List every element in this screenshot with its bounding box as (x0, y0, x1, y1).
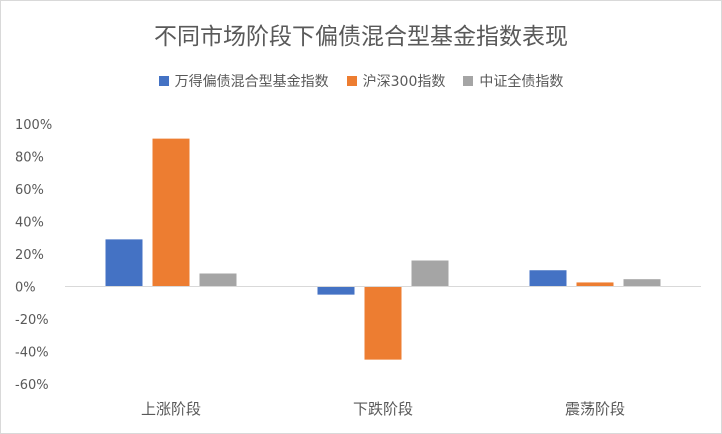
bar-series-0-cat-2 (529, 270, 567, 287)
legend-item-0: 万得偏债混合型基金指数 (158, 71, 329, 91)
legend-label-0: 万得偏债混合型基金指数 (174, 74, 329, 90)
x-category-label: 下跌阶段 (353, 400, 413, 418)
legend-item-1: 沪深300指数 (346, 71, 446, 91)
bar-series-0-cat-0 (105, 239, 143, 287)
y-tick-label: 100% (15, 118, 52, 133)
legend-item-2: 中证全债指数 (463, 71, 563, 91)
y-tick-label: 20% (15, 248, 44, 263)
bar-series-2-cat-2 (623, 279, 661, 287)
y-tick-label: -20% (15, 313, 49, 328)
x-category-label: 震荡阶段 (565, 400, 625, 418)
y-tick-label: -40% (15, 346, 49, 361)
legend-swatch-2 (463, 76, 474, 86)
y-tick-label: 0% (15, 281, 36, 296)
bar-series-1-cat-2 (576, 282, 614, 287)
bar-series-2-cat-0 (199, 273, 237, 287)
legend-label-1: 沪深300指数 (362, 74, 446, 90)
bar-series-0-cat-1 (317, 286, 355, 295)
legend-swatch-0 (158, 76, 169, 86)
bar-series-2-cat-1 (411, 260, 449, 287)
y-tick-label: 80% (15, 151, 44, 166)
y-tick-label: 40% (15, 216, 44, 231)
chart-legend: 万得偏债混合型基金指数 沪深300指数 中证全债指数 (1, 71, 721, 91)
chart-title: 不同市场阶段下偏债混合型基金指数表现 (154, 24, 568, 50)
x-category-label: 上涨阶段 (141, 400, 201, 418)
legend-swatch-1 (346, 76, 357, 86)
y-tick-label: -60% (15, 378, 49, 393)
bar-series-1-cat-1 (364, 286, 402, 360)
y-tick-label: 60% (15, 183, 44, 198)
bar-series-1-cat-0 (152, 138, 190, 287)
legend-label-2: 中证全债指数 (479, 74, 564, 90)
